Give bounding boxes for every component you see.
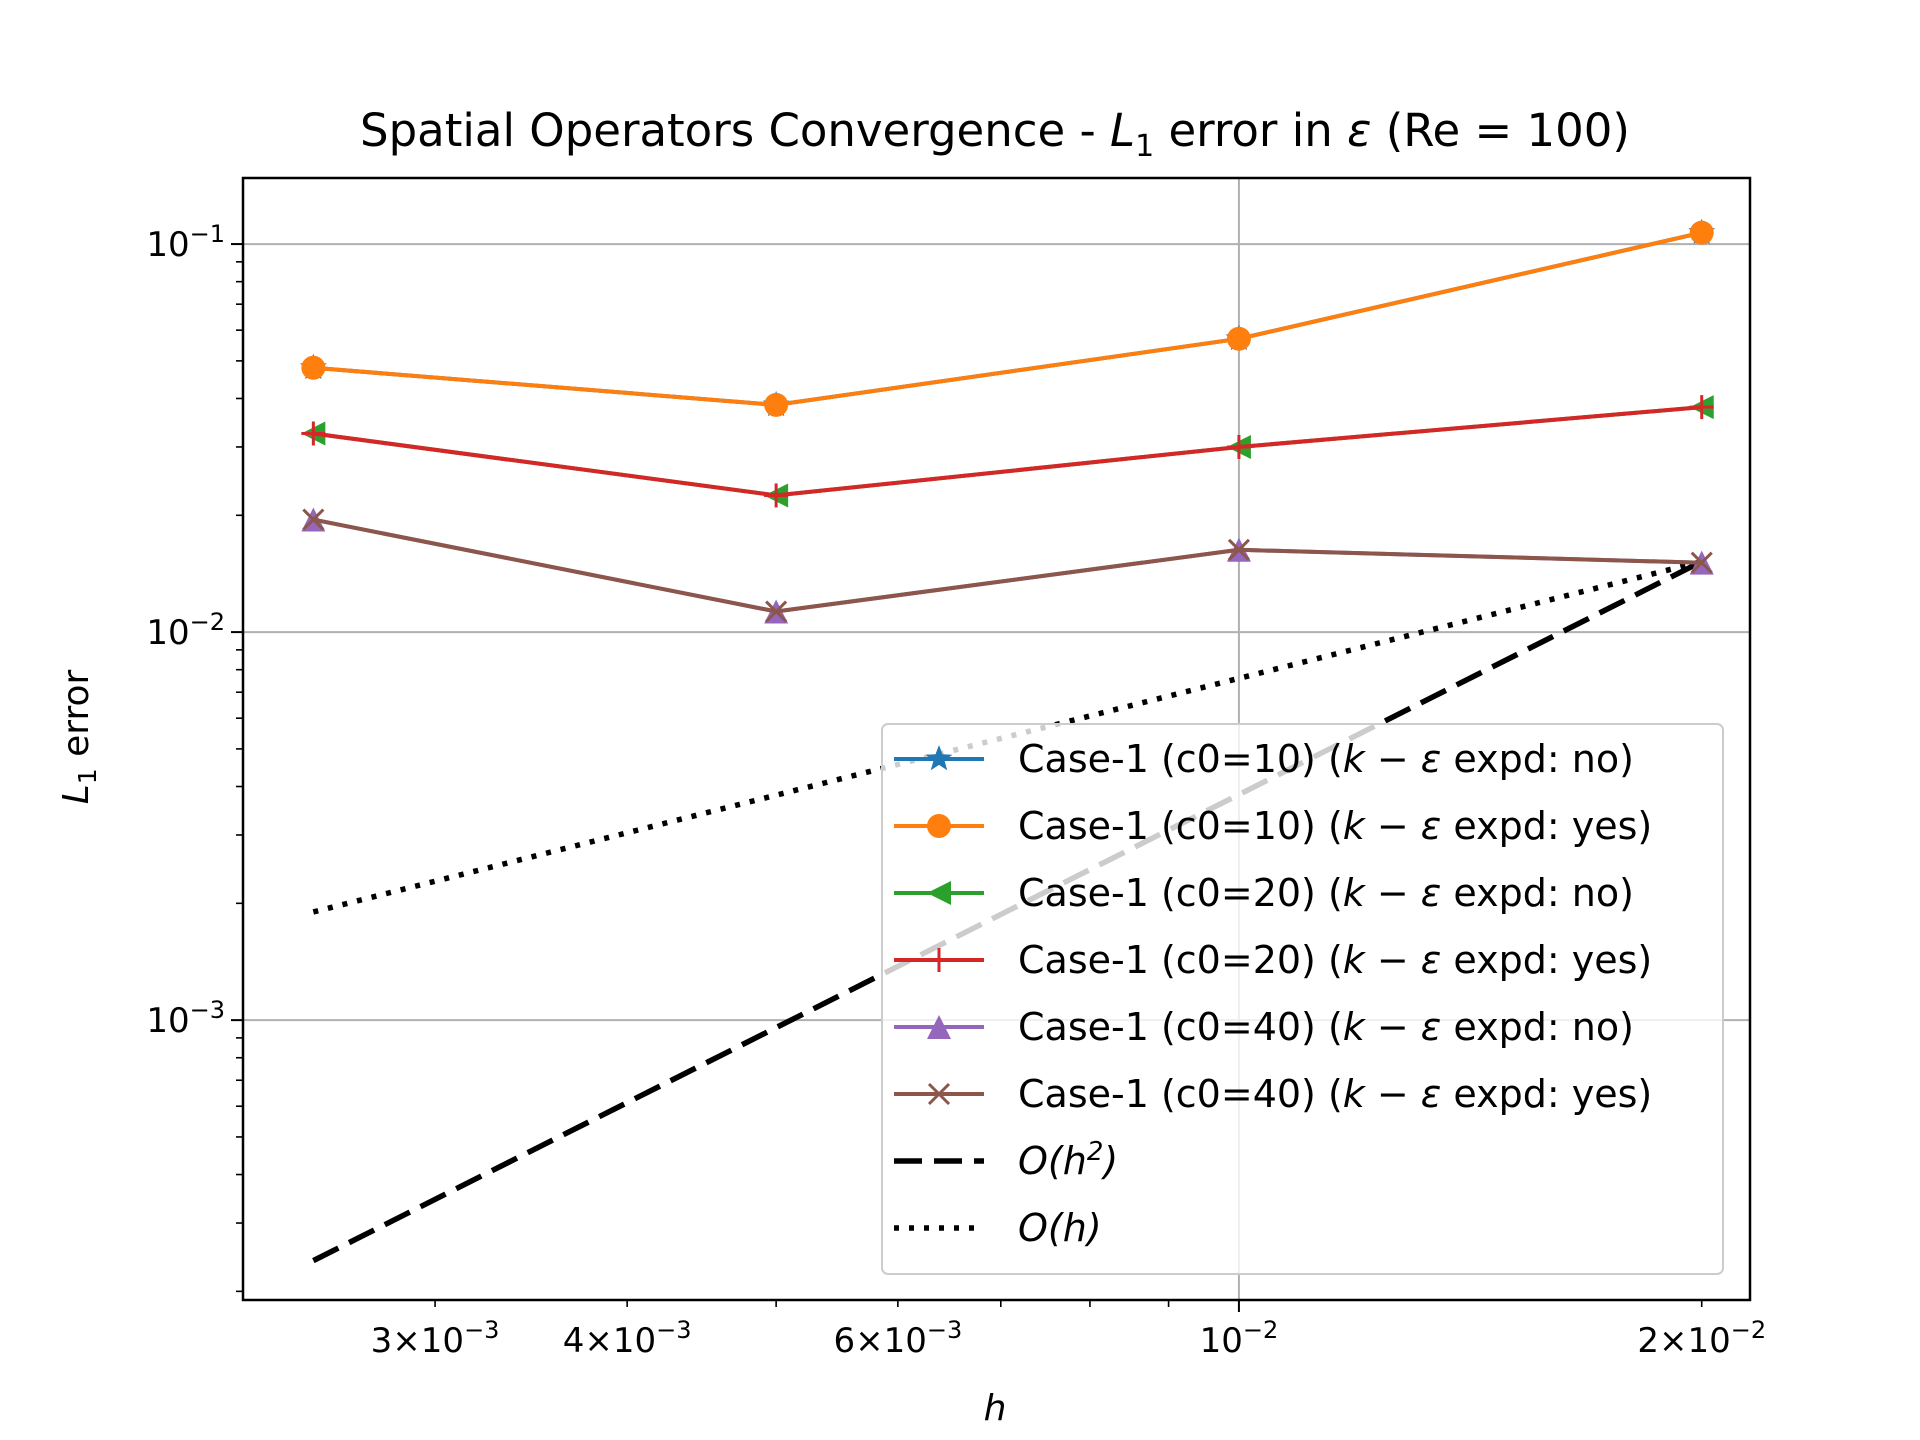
legend-marker [925, 745, 953, 771]
legend-box [881, 723, 1724, 1275]
series-line [313, 405, 1702, 498]
legend-entry: Case-1 (c0=20) (k − ε expd: no) [894, 871, 1634, 915]
series-1 [300, 218, 1715, 417]
legend-entry: Case-1 (c0=40) (k − ε expd: yes) [894, 1072, 1652, 1116]
legend-entry: O(h2) [894, 1137, 1118, 1183]
legend-entry: Case-1 (c0=40) (k − ε expd: no) [894, 1005, 1634, 1049]
data-point [1227, 538, 1250, 561]
series-line [313, 230, 1703, 407]
series-5 [301, 507, 1714, 624]
legend: Case-1 (c0=10) (k − ε expd: no) Case-1 (c… [881, 723, 1724, 1275]
x-tick-label: 4×10−3 [563, 1316, 692, 1361]
legend-label: O(h) [1018, 1206, 1102, 1250]
data-point [1226, 434, 1251, 459]
data-point [1226, 326, 1251, 351]
x-tick-label: 3×10−3 [371, 1316, 500, 1361]
series-6 [302, 508, 1713, 623]
legend-marker [927, 814, 951, 838]
series-4 [301, 395, 1714, 508]
legend-label: O(h2) [1018, 1137, 1118, 1183]
x-axis-label: h [984, 1388, 1007, 1429]
x-tick-label: 10−2 [1200, 1316, 1279, 1361]
legend-entry: Case-1 (c0=10) (k − ε expd: yes) [894, 804, 1652, 848]
data-point [301, 355, 326, 380]
data-point [764, 483, 789, 508]
x-tick-label: 6×10−3 [833, 1316, 962, 1361]
x-tick-label: 2×10−2 [1637, 1316, 1766, 1361]
ticks-layer: 3×10−3 4×10−3 6×10−3 10−2 2×10−2 10−1 10−2 10−3 [146, 220, 1766, 1361]
series-3 [301, 395, 1714, 508]
series-2 [301, 220, 1714, 417]
series-line [312, 517, 1702, 614]
legend-label: Case-1 (c0=20) (k − ε expd: no) [1018, 871, 1634, 915]
y-tick-label: 10−3 [146, 996, 225, 1041]
y-tick-label: 10−1 [146, 220, 225, 265]
legend-label: Case-1 (c0=10) (k − ε expd: yes) [1018, 804, 1652, 848]
legend-label: Case-1 (c0=40) (k − ε expd: yes) [1018, 1072, 1652, 1116]
legend-entry: Case-1 (c0=20) (k − ε expd: yes) [894, 938, 1652, 982]
data-point [1689, 220, 1714, 245]
legend-entry: O(h) [894, 1206, 1102, 1250]
data-point [1689, 395, 1714, 420]
series-line [313, 405, 1702, 498]
legend-marker [927, 948, 951, 972]
legend-marker [927, 1082, 951, 1106]
legend-entry: Case-1 (c0=10) (k − ε expd: no) [894, 737, 1634, 781]
legend-marker [927, 1015, 951, 1039]
data-point [765, 600, 788, 623]
y-axis-label: L1 error [56, 670, 102, 805]
plot-area-frame [241, 176, 1752, 1302]
legend-label: Case-1 (c0=20) (k − ε expd: yes) [1018, 938, 1652, 982]
legend-label: Case-1 (c0=10) (k − ε expd: no) [1018, 737, 1634, 781]
series-layer [300, 218, 1715, 624]
data-point [1690, 551, 1713, 574]
data-point [302, 508, 325, 531]
y-tick-label: 10−2 [146, 608, 225, 653]
legend-label: Case-1 (c0=40) (k − ε expd: no) [1018, 1005, 1634, 1049]
series-line [312, 517, 1702, 614]
legend-marker [927, 881, 951, 905]
series-line [313, 230, 1703, 407]
data-point [301, 421, 326, 446]
chart-title: Spatial Operators Convergence - L1 error… [360, 104, 1630, 164]
data-point [764, 392, 789, 417]
